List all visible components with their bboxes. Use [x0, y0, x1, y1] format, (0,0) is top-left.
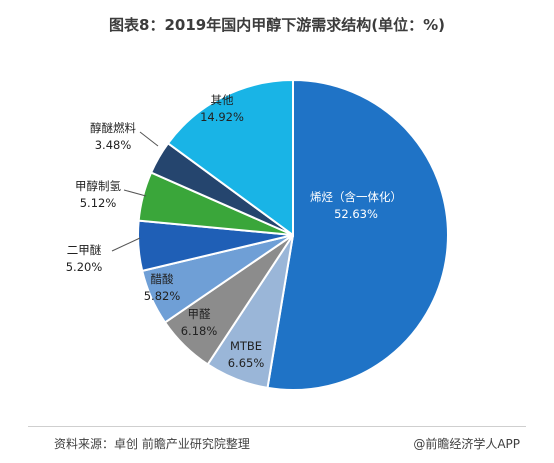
pie-slices — [137, 78, 449, 391]
slice-name-label: MTBE — [230, 339, 262, 353]
slice-name-label: 其他 — [211, 93, 234, 107]
leader-line — [123, 189, 147, 197]
slice-value-label: 14.92% — [200, 110, 244, 124]
credit-note: @前瞻经济学人APP — [413, 437, 520, 451]
footer-divider — [28, 426, 526, 427]
leader-line — [139, 131, 159, 147]
pie-slice — [166, 78, 294, 237]
slice-name-label: 甲醇制氢 — [75, 179, 121, 193]
slice-value-label: 6.65% — [228, 356, 265, 370]
slice-name-label: 甲醛 — [188, 307, 211, 321]
pie-slice — [266, 78, 449, 391]
leader-line — [111, 237, 141, 252]
slice-value-label: 5.82% — [144, 289, 181, 303]
slice-value-label: 5.12% — [80, 196, 117, 210]
slice-labels: 烯烃（含一体化） 52.63% MTBE 6.65% 甲醛 6.18% 醋酸 5.82% 二甲醚… — [66, 93, 402, 370]
slice-value-label: 3.48% — [95, 138, 132, 152]
slice-name-label: 烯烃（含一体化） — [310, 190, 402, 204]
slice-name-label: 醇醚燃料 — [90, 121, 136, 135]
slice-value-label: 5.20% — [66, 260, 103, 274]
slice-name-label: 二甲醚 — [67, 243, 102, 257]
leader-lines — [111, 131, 159, 252]
slice-value-label: 52.63% — [334, 207, 378, 221]
slice-name-label: 醋酸 — [151, 272, 174, 286]
chart-title: 图表8：2019年国内甲醇下游需求结构(单位：%) — [109, 16, 445, 34]
source-note: 资料来源：卓创 前瞻产业研究院整理 — [54, 437, 250, 451]
slice-value-label: 6.18% — [181, 324, 218, 338]
